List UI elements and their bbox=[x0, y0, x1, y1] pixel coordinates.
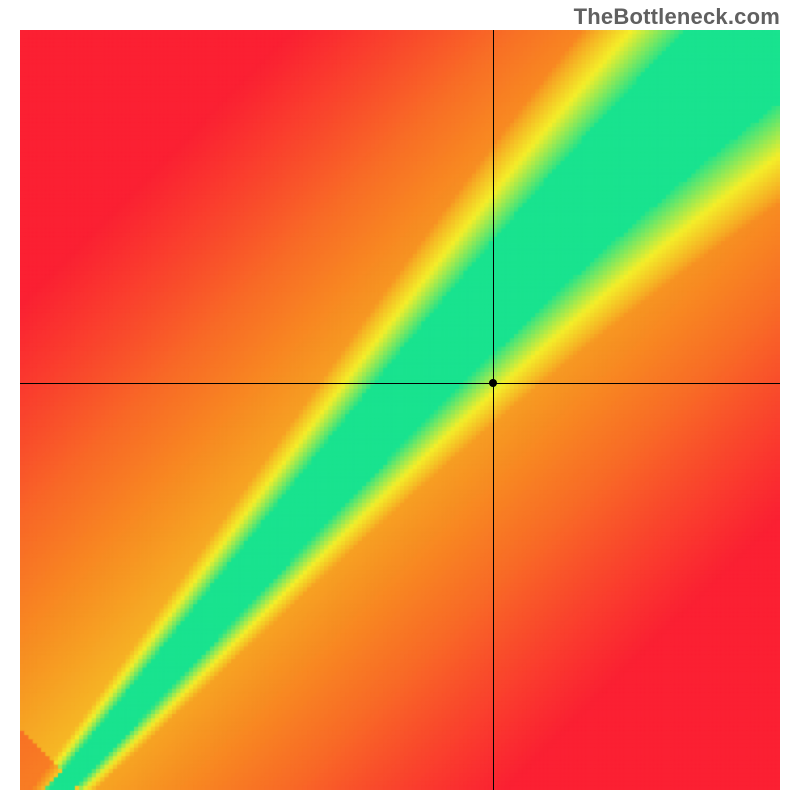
heatmap-plot bbox=[20, 30, 780, 790]
crosshair-horizontal bbox=[20, 383, 780, 384]
crosshair-vertical bbox=[493, 30, 494, 790]
watermark-text: TheBottleneck.com bbox=[574, 4, 780, 30]
heatmap-canvas bbox=[20, 30, 780, 790]
crosshair-marker-dot bbox=[489, 379, 497, 387]
chart-container: TheBottleneck.com bbox=[0, 0, 800, 800]
